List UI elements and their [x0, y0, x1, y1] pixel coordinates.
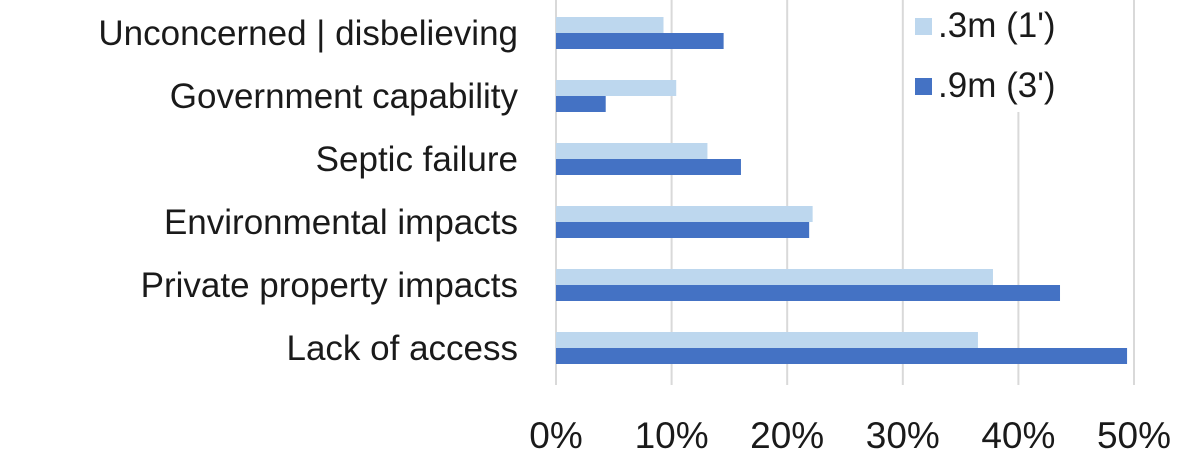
legend-label-series-0: .3m (1') — [938, 6, 1056, 45]
legend-label-series-1: .9m (3') — [938, 66, 1056, 105]
legend-background — [905, 0, 1105, 112]
x-tick-label: 20% — [750, 415, 824, 451]
x-tick-label: 30% — [866, 415, 940, 451]
category-label-septic-failure: Septic failure — [316, 140, 518, 179]
category-labels: Unconcerned | disbelieving Government cap… — [98, 14, 518, 368]
bar-unconcerned-disbelieving-series-0 — [556, 17, 664, 33]
bars — [556, 17, 1128, 364]
bar-lack-of-access-series-1 — [556, 348, 1128, 364]
bar-environmental-impacts-series-1 — [556, 222, 810, 238]
bar-septic-failure-series-0 — [556, 143, 708, 159]
bar-septic-failure-series-1 — [556, 159, 741, 175]
bar-unconcerned-disbelieving-series-1 — [556, 33, 724, 49]
x-tick-label: 0% — [529, 415, 582, 451]
category-label-private-property-impacts: Private property impacts — [141, 266, 518, 305]
x-tick-label: 40% — [981, 415, 1055, 451]
category-label-environmental-impacts: Environmental impacts — [164, 203, 518, 242]
bar-private-property-impacts-series-0 — [556, 269, 993, 285]
category-label-unconcerned-disbelieving: Unconcerned | disbelieving — [98, 14, 518, 53]
x-tick-labels: 0% 10% 20% 30% 40% 50% — [529, 415, 1171, 451]
legend-swatch-series-1 — [915, 78, 932, 95]
category-label-government-capability: Government capability — [170, 77, 519, 116]
category-label-lack-of-access: Lack of access — [287, 329, 519, 368]
x-tick-label: 10% — [635, 415, 709, 451]
bar-government-capability-series-0 — [556, 80, 677, 96]
bar-private-property-impacts-series-1 — [556, 285, 1061, 301]
legend-swatch-series-0 — [915, 18, 932, 35]
bar-lack-of-access-series-0 — [556, 332, 978, 348]
bar-environmental-impacts-series-0 — [556, 206, 813, 222]
bar-government-capability-series-1 — [556, 96, 606, 112]
legend: .3m (1') .9m (3') — [905, 0, 1105, 112]
x-tick-label: 50% — [1097, 415, 1171, 451]
